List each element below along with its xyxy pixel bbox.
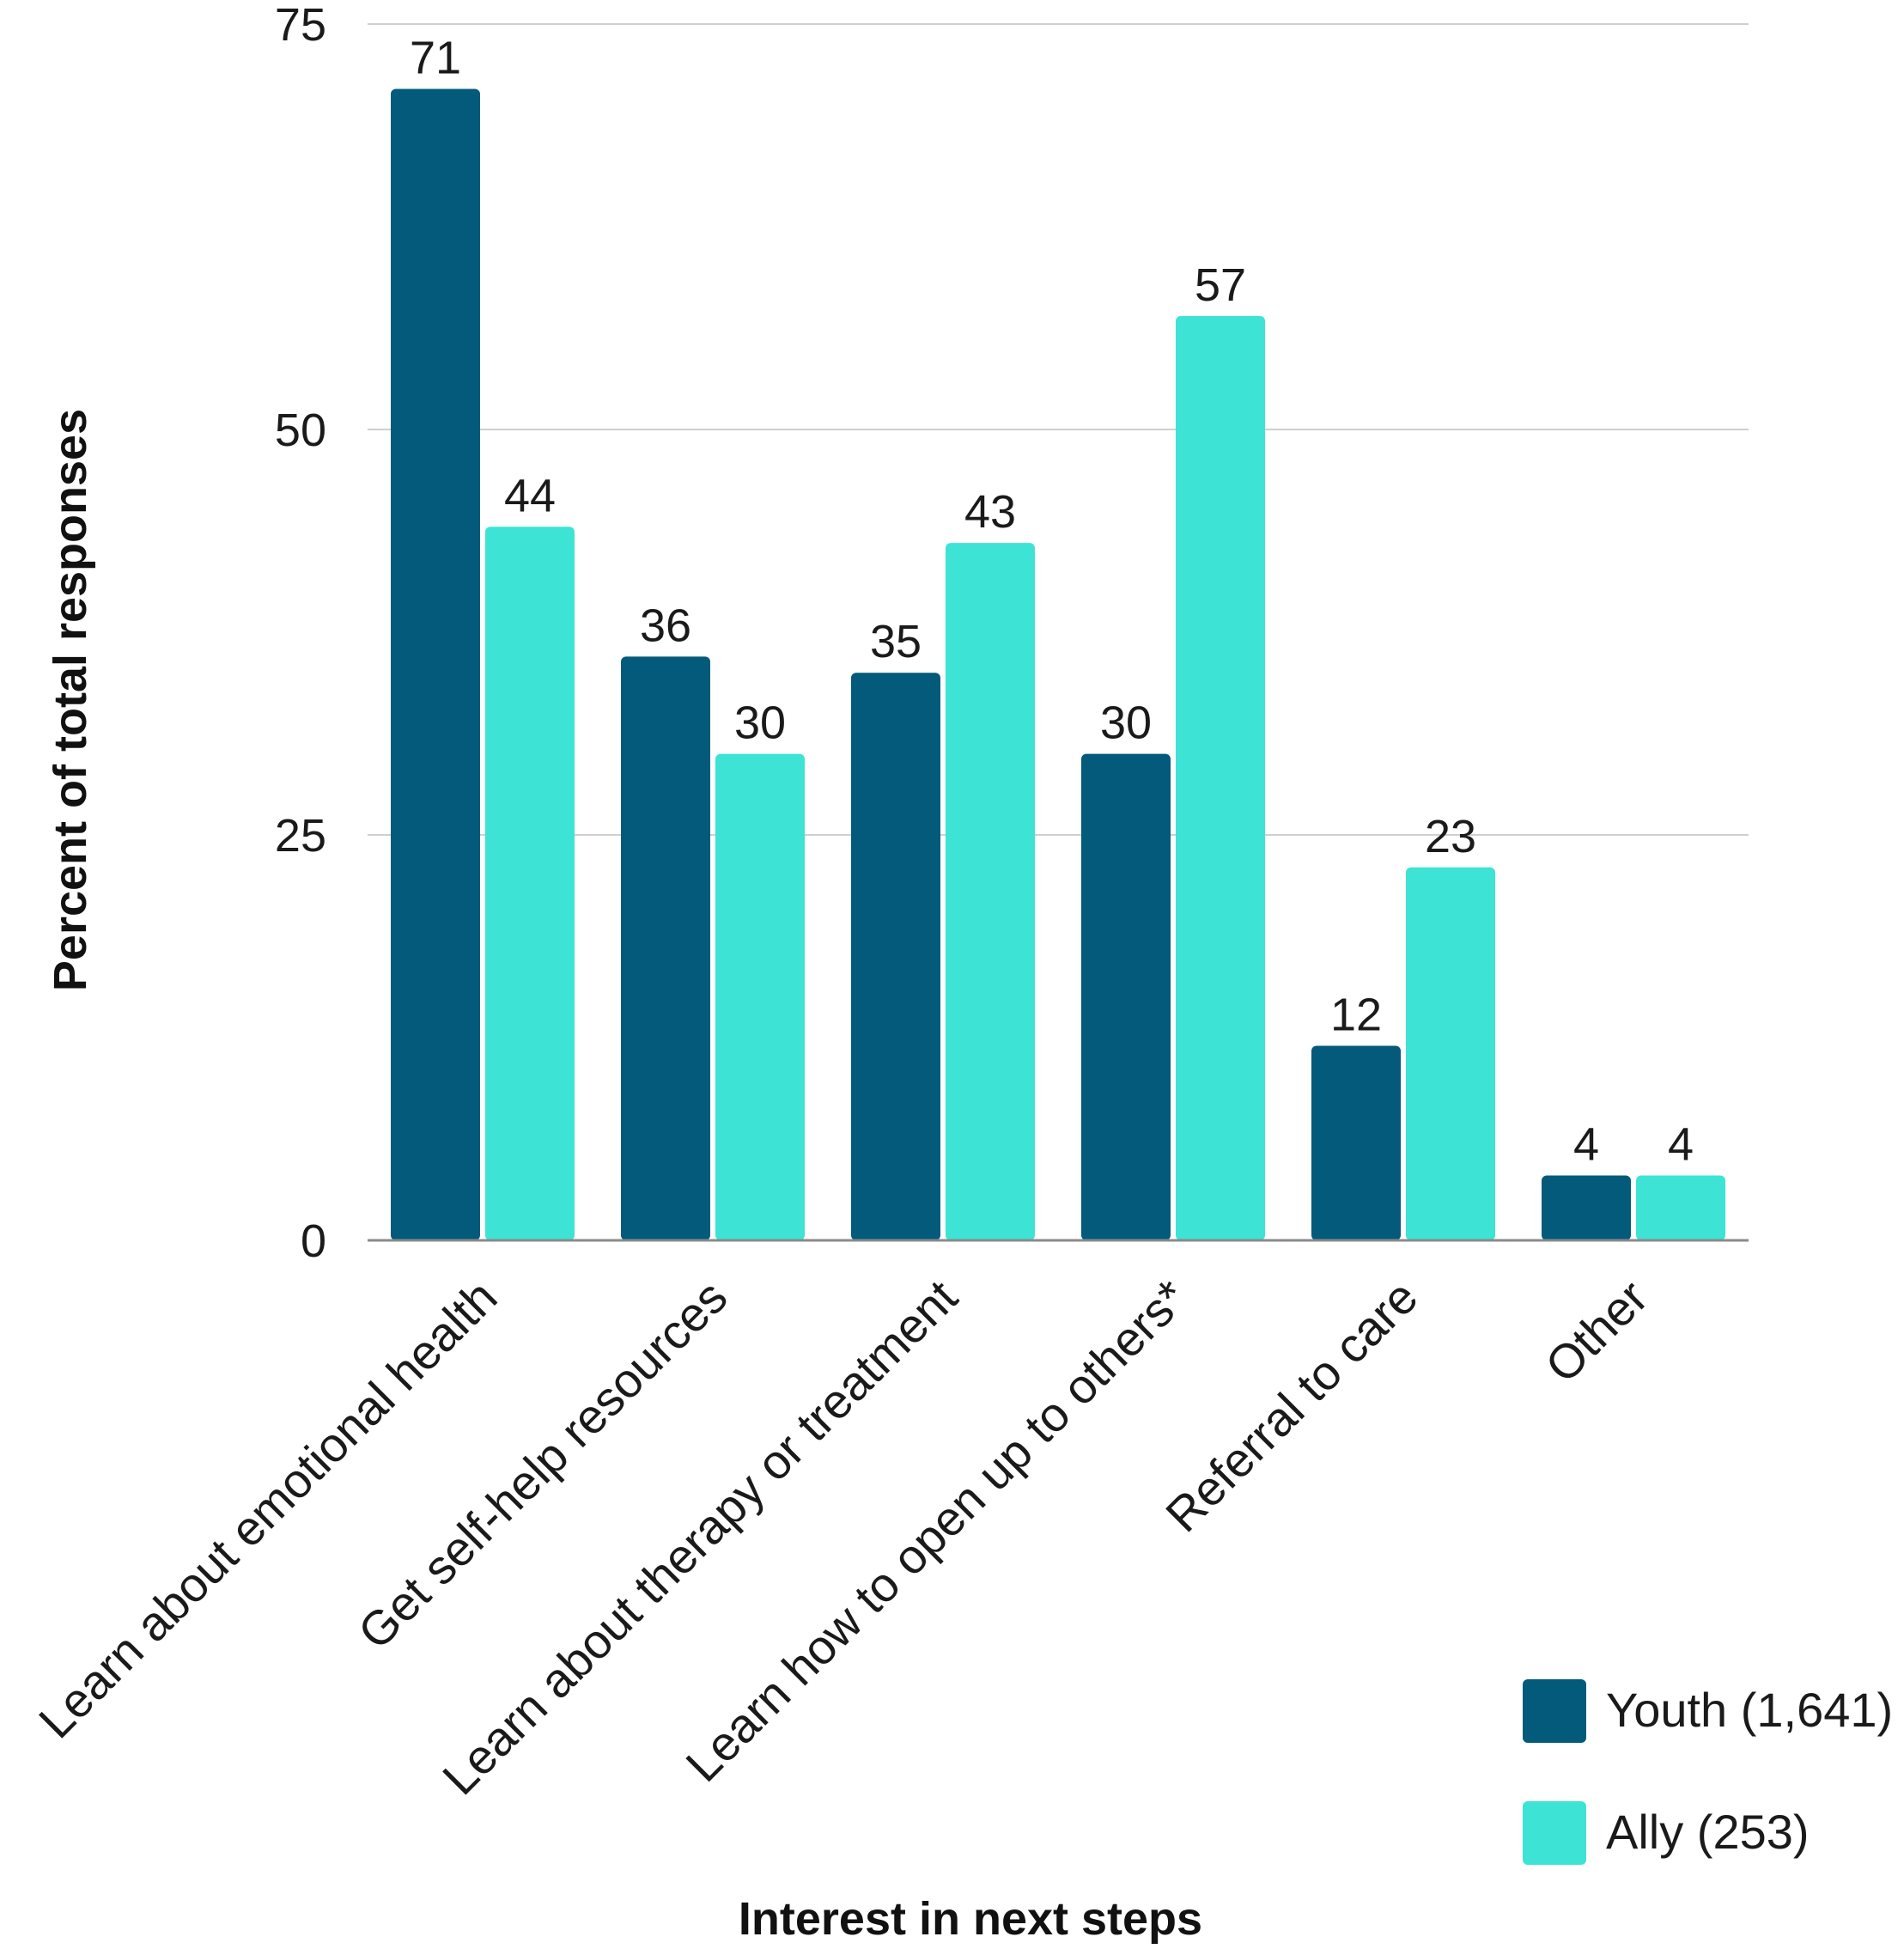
y-axis-ticks: 0 25 50 75 bbox=[275, 0, 326, 1267]
category-label-1: Get self-help resources bbox=[348, 1270, 738, 1660]
category-label-0: Learn about emotional health bbox=[28, 1270, 508, 1749]
legend-swatch-ally bbox=[1523, 1801, 1586, 1865]
data-label-youth-4: 12 bbox=[1330, 989, 1382, 1040]
data-label-ally-5: 4 bbox=[1668, 1118, 1694, 1170]
bar-ally-0 bbox=[485, 527, 575, 1240]
y-tick-label-0: 0 bbox=[301, 1215, 326, 1267]
bar-youth-3 bbox=[1081, 753, 1171, 1240]
data-label-ally-3: 57 bbox=[1195, 259, 1246, 311]
bars bbox=[391, 88, 1725, 1241]
y-tick-label-75: 75 bbox=[275, 0, 326, 51]
bar-youth-2 bbox=[851, 673, 940, 1240]
bar-ally-1 bbox=[715, 753, 805, 1240]
bar-ally-3 bbox=[1176, 315, 1265, 1241]
legend-item-youth: Youth (1,641) bbox=[1523, 1679, 1893, 1743]
data-label-ally-0: 44 bbox=[504, 470, 556, 521]
x-axis-title: Interest in next steps bbox=[739, 1893, 1202, 1945]
data-label-youth-1: 36 bbox=[640, 600, 691, 651]
legend-swatch-youth bbox=[1523, 1679, 1586, 1743]
data-label-youth-0: 71 bbox=[410, 33, 461, 84]
y-axis-title: Percent of total responses bbox=[45, 409, 96, 991]
bar-youth-5 bbox=[1542, 1175, 1631, 1240]
bar-ally-4 bbox=[1406, 867, 1495, 1240]
category-label-2: Learn about therapy or treatment bbox=[432, 1270, 968, 1806]
data-label-ally-1: 30 bbox=[734, 697, 786, 749]
data-label-ally-4: 23 bbox=[1425, 811, 1476, 862]
data-label-youth-2: 35 bbox=[870, 616, 922, 667]
y-tick-label-50: 50 bbox=[275, 405, 326, 456]
bar-youth-4 bbox=[1311, 1045, 1401, 1240]
legend-label-youth: Youth (1,641) bbox=[1606, 1683, 1893, 1737]
data-label-ally-2: 43 bbox=[964, 486, 1016, 538]
bar-ally-5 bbox=[1636, 1175, 1725, 1240]
data-label-youth-3: 30 bbox=[1100, 697, 1152, 749]
legend: Youth (1,641) Ally (253) bbox=[1523, 1679, 1893, 1865]
gridlines bbox=[368, 23, 1749, 836]
legend-label-ally: Ally (253) bbox=[1606, 1805, 1810, 1859]
legend-item-ally: Ally (253) bbox=[1523, 1801, 1810, 1865]
category-label-4: Referral to care bbox=[1155, 1270, 1427, 1542]
bar-youth-1 bbox=[621, 656, 710, 1240]
bar-youth-0 bbox=[391, 88, 480, 1240]
y-tick-label-25: 25 bbox=[275, 810, 326, 862]
bar-ally-2 bbox=[946, 543, 1035, 1240]
data-label-youth-5: 4 bbox=[1573, 1118, 1599, 1170]
category-label-3: Learn how to open up to others* bbox=[675, 1270, 1197, 1792]
category-label-5: Other bbox=[1535, 1270, 1658, 1393]
